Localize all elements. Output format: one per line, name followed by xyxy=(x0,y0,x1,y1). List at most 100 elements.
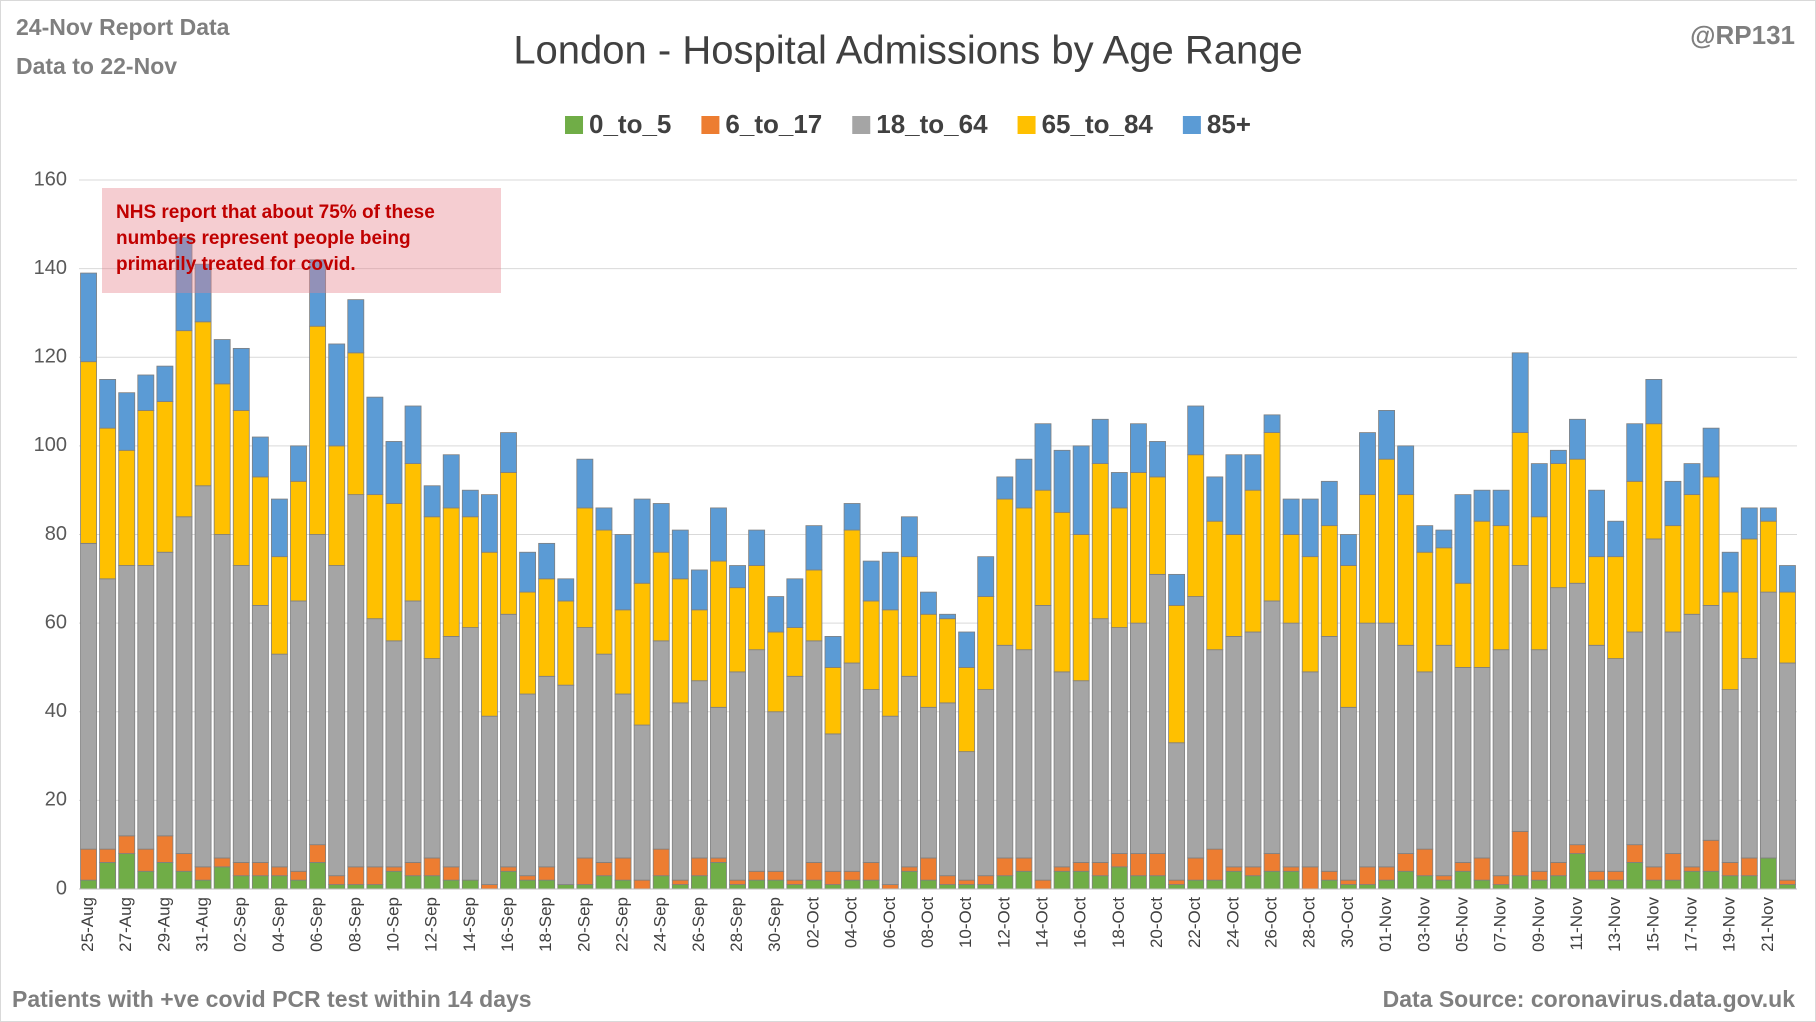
bar-segment xyxy=(1244,489,1262,633)
bar-segment xyxy=(500,432,517,473)
bar-segment xyxy=(213,383,231,535)
x-tick-label: 04-Sep xyxy=(269,897,288,952)
bar-segment xyxy=(1607,520,1625,558)
x-tick-label: 26-Sep xyxy=(689,897,708,952)
bar-segment xyxy=(1053,449,1071,513)
bar-segment xyxy=(480,715,498,885)
bar-segment xyxy=(1664,631,1682,854)
bar-segment xyxy=(862,862,880,881)
x-tick-label: 14-Oct xyxy=(1032,897,1051,948)
x-tick-label: 10-Sep xyxy=(383,897,402,952)
x-tick-label: 10-Oct xyxy=(956,897,975,948)
bar-segment xyxy=(805,640,823,863)
source: Data Source: coronavirus.data.gov.uk xyxy=(1383,986,1796,1012)
bar-segment xyxy=(633,879,651,890)
bar-segment xyxy=(232,565,250,863)
bar-segment xyxy=(1511,565,1529,832)
bar-segment xyxy=(1588,556,1605,646)
bar-segment xyxy=(710,862,727,890)
bar-segment xyxy=(1740,857,1758,877)
bar-segment xyxy=(767,870,785,881)
bar-segment xyxy=(1530,516,1548,651)
x-tick-label: 17-Nov xyxy=(1681,897,1700,952)
bar-segment xyxy=(1588,489,1605,558)
bar-segment xyxy=(328,565,346,877)
bar-segment xyxy=(1416,671,1434,850)
bar-segment xyxy=(1416,525,1434,553)
bar-segment xyxy=(1034,605,1052,881)
bar-segment xyxy=(1492,875,1510,885)
x-tick-label: 27-Aug xyxy=(116,897,135,952)
bar-segment xyxy=(519,879,537,890)
bar-segment xyxy=(1702,605,1720,841)
bar-segment xyxy=(80,272,97,363)
bar-segment xyxy=(1187,596,1205,859)
bar-segment xyxy=(786,879,804,885)
bar-segment xyxy=(385,640,403,868)
bar-segment xyxy=(213,866,231,890)
bar-segment xyxy=(939,613,956,620)
bar-segment xyxy=(1435,879,1453,890)
bar-segment xyxy=(1435,547,1453,646)
bar-segment xyxy=(1034,879,1052,890)
bar-segment xyxy=(232,347,250,411)
bar-segment xyxy=(1053,866,1071,872)
bar-segment xyxy=(156,551,174,837)
legend-item: 18_to_64 xyxy=(852,109,988,139)
bar-segment xyxy=(290,445,307,482)
bar-segment xyxy=(1015,649,1033,859)
bar-segment xyxy=(1454,667,1472,863)
bar-segment xyxy=(385,441,403,504)
bar-segment xyxy=(1282,498,1300,535)
x-tick-label: 06-Oct xyxy=(880,897,899,948)
bar-segment xyxy=(690,680,708,859)
bar-segment xyxy=(1339,565,1357,708)
bar-segment xyxy=(213,857,231,868)
chart-title: London - Hospital Admissions by Age Rang… xyxy=(513,29,1302,73)
bar-segment xyxy=(1110,853,1128,868)
bar-segment xyxy=(1721,862,1739,877)
bar-segment xyxy=(1149,853,1166,877)
bar-segment xyxy=(461,627,479,881)
bar-segment xyxy=(805,862,823,881)
x-tick-label: 31-Aug xyxy=(193,897,212,952)
x-tick-label: 05-Nov xyxy=(1452,897,1471,952)
bar-segment xyxy=(805,525,823,571)
bar-segment xyxy=(538,879,556,890)
bar-segment xyxy=(862,689,880,863)
x-tick-label: 21-Nov xyxy=(1758,897,1777,952)
bar-segment xyxy=(1263,414,1281,433)
bar-segment xyxy=(1664,879,1682,890)
x-tick-label: 11-Nov xyxy=(1567,897,1586,951)
bar-segment xyxy=(232,410,250,566)
bar-segment xyxy=(1378,458,1396,624)
bar-segment xyxy=(710,857,727,863)
bar-segment xyxy=(1015,870,1033,890)
bar-segment xyxy=(1759,507,1777,522)
bar-segment xyxy=(1168,742,1186,881)
bar-segment xyxy=(1359,866,1376,885)
x-tick-label: 29-Aug xyxy=(154,897,173,952)
bar-segment xyxy=(500,870,517,890)
bar-segment xyxy=(251,436,269,478)
bar-segment xyxy=(1549,463,1567,589)
bar-segment xyxy=(1454,862,1472,872)
bar-segment xyxy=(786,675,804,881)
x-tick-label: 30-Oct xyxy=(1338,897,1357,948)
x-tick-label: 12-Sep xyxy=(422,897,441,952)
bar-segment xyxy=(232,862,250,877)
bar-segment xyxy=(1091,875,1109,890)
bar-segment xyxy=(1015,458,1033,509)
bar-segment xyxy=(1492,525,1510,651)
x-tick-label: 12-Oct xyxy=(994,897,1013,948)
bar-segment xyxy=(251,605,269,863)
legend-item: 85+ xyxy=(1182,109,1251,139)
bar-segment xyxy=(1130,622,1147,854)
annotation: NHS report that about 75% of these numbe… xyxy=(102,188,501,293)
bar-segment xyxy=(271,875,288,890)
bar-segment xyxy=(614,693,632,859)
bar-segment xyxy=(309,534,327,846)
bar-segment xyxy=(671,702,689,881)
bar-segment xyxy=(1511,432,1529,566)
bar-segment xyxy=(423,875,441,890)
